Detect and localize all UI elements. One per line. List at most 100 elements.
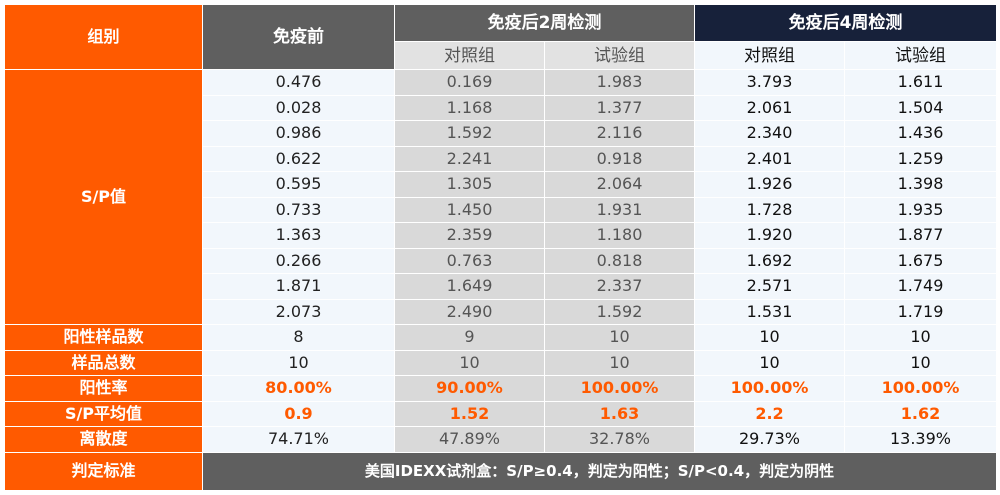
- sp-cell-week2-test: 2.064: [544, 171, 695, 198]
- summary-row: 离散度 74.71% 47.89% 32.78% 29.73% 13.39%: [4, 426, 997, 453]
- summary-cell-week4-test: 1.62: [844, 400, 997, 427]
- sp-cell-pre: 2.073: [202, 298, 395, 325]
- summary-cell-week4-test: 100.00%: [844, 375, 997, 402]
- sp-cell-week2-test: 0.918: [544, 145, 695, 172]
- sp-cell-week4-control: 1.728: [694, 196, 845, 223]
- summary-cell-pre: 10: [202, 349, 395, 376]
- week2-test-header: 试验组: [544, 41, 695, 70]
- summary-cell-pre: 80.00%: [202, 375, 395, 402]
- table-row: 0.622 2.241 0.918 2.401 1.259: [5, 145, 997, 172]
- table-row: 0.266 0.763 0.818 1.692 1.675: [5, 247, 997, 274]
- table-row: 1.363 2.359 1.180 1.920 1.877: [5, 222, 997, 249]
- sp-cell-pre: 0.476: [202, 69, 395, 96]
- summary-cell-week2-test: 1.63: [544, 400, 695, 427]
- summary-cell-week4-control: 10: [694, 349, 845, 376]
- sp-cell-week4-control: 1.920: [694, 222, 845, 249]
- summary-cell-week4-test: 10: [844, 324, 997, 351]
- sp-cell-week2-test: 1.592: [544, 298, 695, 325]
- group-header: 组别: [4, 4, 203, 70]
- table-row: 2.073 2.490 1.592 1.531 1.719: [5, 298, 997, 325]
- table-row: 0.986 1.592 2.116 2.340 1.436: [5, 120, 997, 147]
- sp-cell-week2-control: 1.450: [394, 196, 545, 223]
- subheader-row: 对照组 试验组 对照组 试验组: [5, 41, 997, 70]
- sp-cell-week4-test: 1.504: [844, 94, 997, 121]
- sp-cell-week2-control: 1.592: [394, 120, 545, 147]
- sp-cell-pre: 0.733: [202, 196, 395, 223]
- sp-cell-week2-control: 2.359: [394, 222, 545, 249]
- sp-cell-pre: 1.363: [202, 222, 395, 249]
- table-row: 0.028 1.168 1.377 2.061 1.504: [5, 94, 997, 121]
- sp-cell-pre: 0.266: [202, 247, 395, 274]
- sp-cell-week2-control: 1.168: [394, 94, 545, 121]
- sp-cell-week2-test: 1.931: [544, 196, 695, 223]
- table-row: S/P值 0.476 0.169 1.983 3.793 1.611: [4, 69, 997, 325]
- sp-cell-week4-test: 1.877: [844, 222, 997, 249]
- summary-label: S/P平均值: [4, 400, 203, 427]
- sp-cell-week4-control: 2.061: [694, 94, 845, 121]
- sp-cell-pre: 0.595: [202, 171, 395, 198]
- summary-cell-week2-control: 90.00%: [394, 375, 545, 402]
- summary-cell-week4-test: 10: [844, 349, 997, 376]
- sp-cell-week2-control: 2.490: [394, 298, 545, 325]
- sp-cell-week2-test: 2.116: [544, 120, 695, 147]
- summary-cell-week2-control: 10: [394, 349, 545, 376]
- criteria-label: 判定标准: [4, 451, 203, 491]
- sp-cell-week4-test: 1.935: [844, 196, 997, 223]
- summary-cell-pre: 74.71%: [202, 426, 395, 453]
- table-row: 0.595 1.305 2.064 1.926 1.398: [5, 171, 997, 198]
- summary-label: 阳性样品数: [4, 324, 203, 351]
- summary-cell-pre: 8: [202, 324, 395, 351]
- sp-cell-week4-test: 1.398: [844, 171, 997, 198]
- sp-cell-week4-control: 2.571: [694, 273, 845, 300]
- summary-cell-pre: 0.9: [202, 400, 395, 427]
- summary-cell-week2-control: 9: [394, 324, 545, 351]
- week4-test-header: 试验组: [844, 41, 997, 70]
- sp-cell-week2-control: 0.763: [394, 247, 545, 274]
- criteria-row: 判定标准 美国IDEXX试剂盒：S/P≥0.4，判定为阳性；S/P<0.4，判定为…: [4, 451, 997, 491]
- summary-label: 样品总数: [4, 349, 203, 376]
- summary-cell-week2-test: 100.00%: [544, 375, 695, 402]
- week2-control-header: 对照组: [394, 41, 545, 70]
- summary-row: 样品总数 10 10 10 10 10: [4, 349, 997, 376]
- summary-cell-week2-test: 10: [544, 324, 695, 351]
- criteria-text: 美国IDEXX试剂盒：S/P≥0.4，判定为阳性；S/P<0.4，判定为阴性: [202, 451, 997, 491]
- sp-cell-week2-control: 1.305: [394, 171, 545, 198]
- pre-immunization-header: 免疫前: [202, 4, 395, 70]
- table-row: 0.733 1.450 1.931 1.728 1.935: [5, 196, 997, 223]
- sp-cell-pre: 0.986: [202, 120, 395, 147]
- sp-cell-week2-test: 1.377: [544, 94, 695, 121]
- sp-cell-week4-control: 2.401: [694, 145, 845, 172]
- sp-cell-week4-control: 1.531: [694, 298, 845, 325]
- summary-cell-week4-control: 29.73%: [694, 426, 845, 453]
- week4-header: 免疫后4周检测: [694, 4, 997, 42]
- sp-cell-week4-test: 1.436: [844, 120, 997, 147]
- summary-row: 阳性率 80.00% 90.00% 100.00% 100.00% 100.00%: [4, 375, 997, 402]
- sp-cell-pre: 0.028: [202, 94, 395, 121]
- sp-cell-week2-control: 0.169: [394, 69, 545, 96]
- summary-label: 阳性率: [4, 375, 203, 402]
- sp-cell-week4-test: 1.749: [844, 273, 997, 300]
- sp-cell-pre: 0.622: [202, 145, 395, 172]
- sp-cell-week2-test: 1.983: [544, 69, 695, 96]
- sp-cell-week2-control: 2.241: [394, 145, 545, 172]
- sp-cell-week4-control: 2.340: [694, 120, 845, 147]
- summary-cell-week2-test: 32.78%: [544, 426, 695, 453]
- sp-cell-week4-control: 3.793: [694, 69, 845, 96]
- sp-cell-week2-control: 1.649: [394, 273, 545, 300]
- sp-cell-week4-test: 1.675: [844, 247, 997, 274]
- summary-row: S/P平均值 0.9 1.52 1.63 2.2 1.62: [4, 400, 997, 427]
- sp-cell-week4-test: 1.259: [844, 145, 997, 172]
- summary-cell-week4-control: 100.00%: [694, 375, 845, 402]
- summary-cell-week4-test: 13.39%: [844, 426, 997, 453]
- sp-cell-week2-test: 2.337: [544, 273, 695, 300]
- week4-control-header: 对照组: [694, 41, 845, 70]
- summary-cell-week4-control: 10: [694, 324, 845, 351]
- summary-cell-week2-test: 10: [544, 349, 695, 376]
- sp-cell-week4-test: 1.611: [844, 69, 997, 96]
- sp-cell-week2-test: 1.180: [544, 222, 695, 249]
- header-row: 组别 免疫前 免疫后2周检测 免疫后4周检测: [4, 4, 997, 70]
- summary-cell-week4-control: 2.2: [694, 400, 845, 427]
- sp-cell-week4-test: 1.719: [844, 298, 997, 325]
- summary-row: 阳性样品数 8 9 10 10 10: [4, 324, 997, 351]
- sp-cell-week4-control: 1.692: [694, 247, 845, 274]
